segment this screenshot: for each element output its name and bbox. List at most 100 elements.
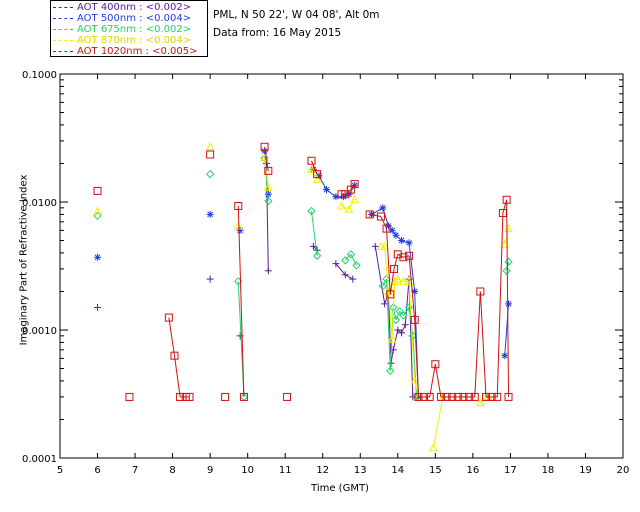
x-tick-label: 7 [132,465,138,476]
marker-stroke [501,352,508,359]
series-group [94,159,417,401]
data-point-square [442,392,451,401]
marker-stroke [385,223,392,229]
legend-swatch [53,39,73,41]
series-line-segment [384,246,389,292]
series-line-segment [479,291,487,397]
data-point-triangle [393,274,403,283]
legend-item-500nm: AOT 500nm : <0.004> [53,13,191,24]
series-line-segment [502,199,508,214]
series-line-segment [395,311,401,321]
data-point-triangle [307,164,316,173]
data-point-asterisk [505,300,513,308]
data-point-square [93,186,102,195]
legend-label: AOT 675nm : <0.002> [77,24,192,35]
data-point-triangle [399,276,408,285]
y-tick-label: 0.0010 [22,326,57,337]
data-point-square [405,251,414,260]
series-line-segment [397,253,404,258]
data-point-diamond [93,211,102,221]
x-tick-label: 17 [504,465,517,476]
data-point-asterisk [392,231,400,239]
series-line-segment [403,255,410,258]
x-tick-label: 20 [617,465,630,476]
data-point-plus [264,267,272,275]
x-tick-label: 16 [466,465,479,476]
legend-swatch [53,6,73,8]
data-point-plus [371,242,379,250]
x-tick-label: 13 [354,465,367,476]
data-point-square [493,392,502,401]
data-point-square [376,212,385,221]
series-line-segment [474,291,481,397]
site-info: PML, N 50 22', W 04 08', Alt 0m [213,9,380,21]
data-point-square [283,392,292,401]
series-line-segment [408,255,416,320]
series-line-segment [264,158,269,188]
data-point-diamond [307,206,316,216]
data-point-plus [341,271,349,279]
data-point-square [425,392,434,401]
data-point-square [465,392,474,401]
x-tick-label: 14 [391,465,404,476]
data-point-square [453,392,462,401]
data-point-square [185,392,194,401]
series-line-segment [401,324,406,334]
series-group [93,142,513,452]
data-point-triangle [500,239,510,248]
marker-stroke [406,239,412,246]
data-point-asterisk [398,237,406,245]
series-line-segment [335,263,346,276]
data-point-square [176,392,185,401]
y-tick-label: 0.0001 [22,454,57,465]
data-point-square [386,290,395,299]
series-line-segment [380,216,387,229]
legend-swatch [53,28,73,30]
series-line-segment [344,189,352,195]
marker-stroke [411,288,418,295]
data-point-square [221,392,230,401]
data-point-square [414,392,423,401]
data-point-plus [394,326,402,334]
data-point-diamond [395,307,404,316]
data-point-square [239,392,248,401]
x-tick-label: 12 [316,465,329,476]
series-group [93,153,513,402]
data-point-square [164,313,173,322]
data-point-square [350,180,359,189]
legend-swatch [53,17,73,19]
x-tick-label: 5 [57,465,63,476]
series-line-segment [173,355,181,397]
data-point-diamond [502,266,511,276]
marker-stroke [393,232,399,239]
series-group [94,147,513,401]
data-point-square [313,170,322,179]
series-layer [93,142,513,452]
data-point-plus [206,275,214,283]
data-point-asterisk [322,186,330,194]
data-point-triangle [350,194,359,203]
data-point-triangle [344,204,354,213]
data-point-triangle [476,398,485,407]
data-point-diamond [399,311,408,320]
x-tick-label: 11 [279,465,292,476]
x-tick-label: 15 [429,465,442,476]
legend-item-1020nm: AOT 1020nm : <0.005> [53,46,197,57]
series-line-segment [374,246,386,304]
data-point-square [125,392,134,401]
series-line-segment [382,207,389,227]
series-line-segment [403,307,410,316]
data-point-square [476,287,485,296]
data-point-diamond [504,257,513,267]
data-point-diamond [386,366,395,376]
data-point-asterisk [206,210,214,218]
data-point-square [170,351,179,360]
data-point-square [410,315,419,324]
series-line-segment [432,396,444,448]
series-line-segment [404,279,410,325]
legend-item-675nm: AOT 675nm : <0.002> [53,24,191,35]
series-group [93,142,513,401]
series-line-segment [393,254,399,270]
data-point-square [399,253,408,262]
